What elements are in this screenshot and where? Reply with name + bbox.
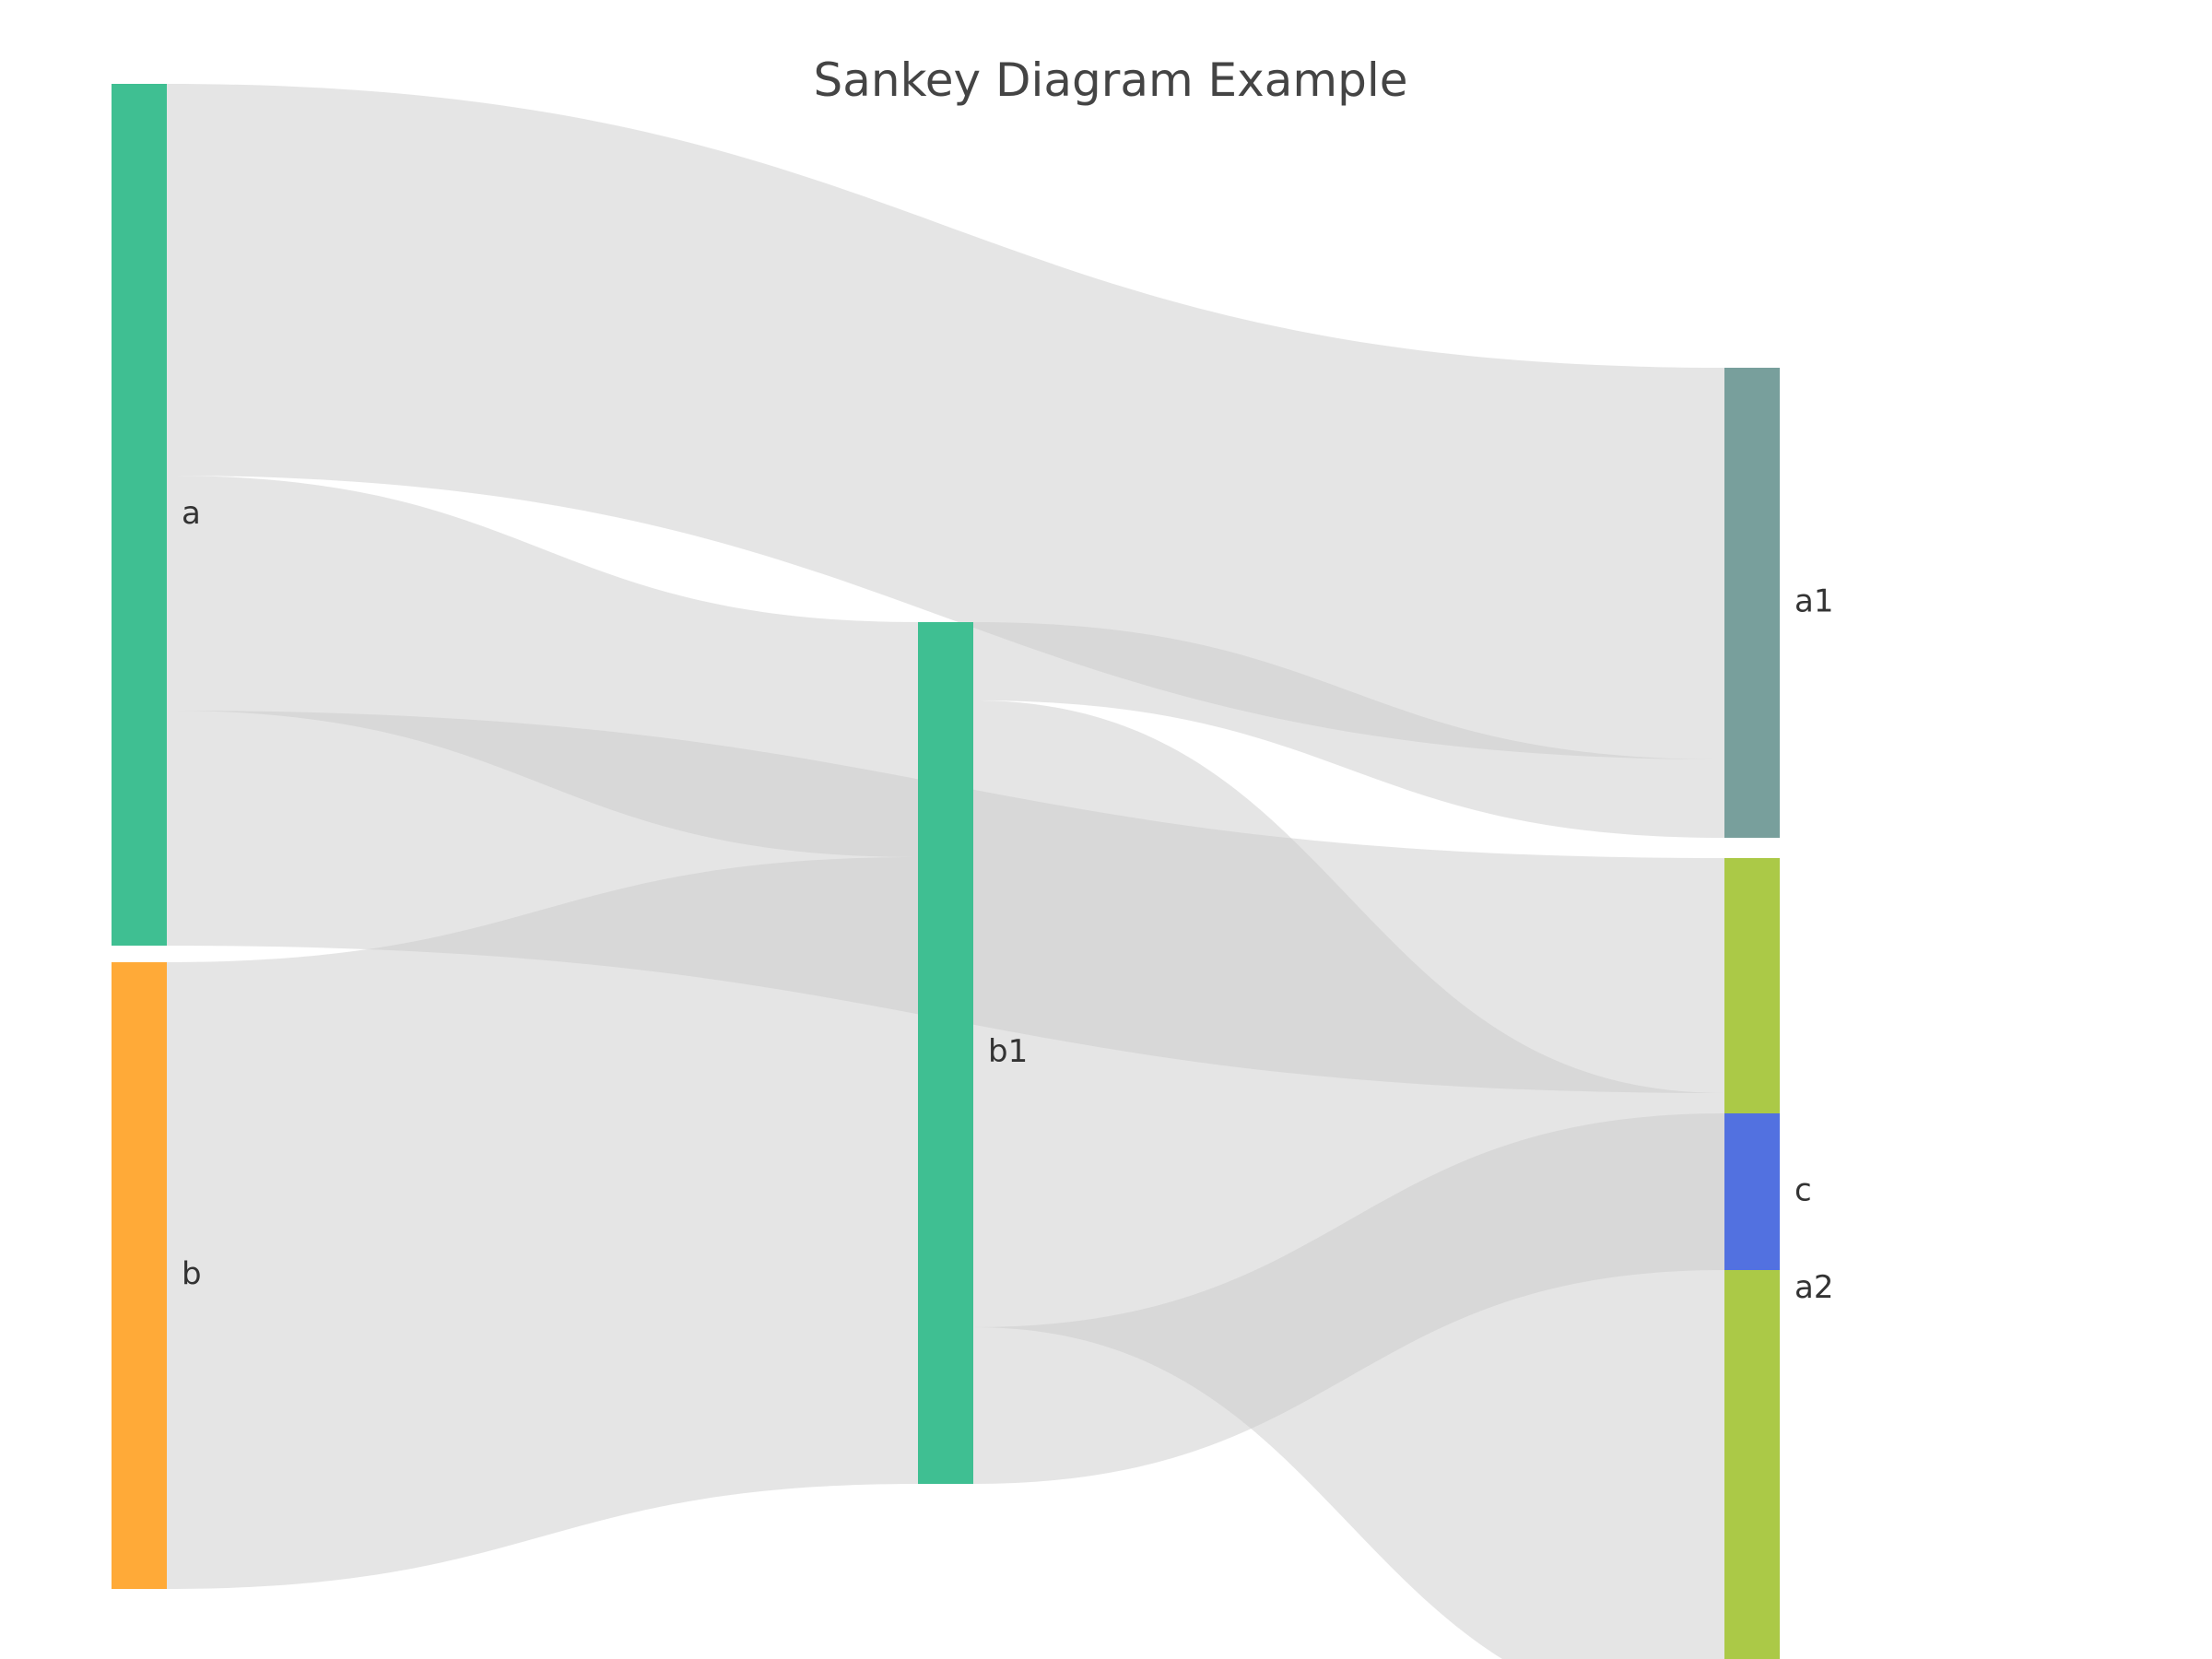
node-a1[interactable]	[1724, 368, 1780, 838]
link-b1-to-a2[interactable]	[973, 700, 1724, 1659]
labels-layer: a b b1 a1 a2 c	[182, 495, 1833, 1306]
node-label-a2: a2	[1794, 1269, 1833, 1306]
node-b[interactable]	[112, 962, 167, 1589]
node-label-c: c	[1794, 1172, 1812, 1209]
node-a[interactable]	[112, 84, 167, 946]
node-label-b1: b1	[988, 1033, 1028, 1070]
diagram-title: Sankey Diagram Example	[814, 53, 1408, 107]
nodes-layer	[112, 84, 1780, 1659]
node-c[interactable]	[1724, 1113, 1780, 1270]
node-label-a1: a1	[1794, 583, 1833, 620]
node-label-a: a	[182, 495, 201, 532]
node-label-b: b	[182, 1256, 202, 1293]
link-b-to-b1[interactable]	[167, 857, 918, 1589]
node-b1[interactable]	[918, 622, 973, 1484]
link-a-to-a1[interactable]	[167, 84, 1724, 759]
link-b1-to-a1[interactable]	[973, 622, 1724, 838]
